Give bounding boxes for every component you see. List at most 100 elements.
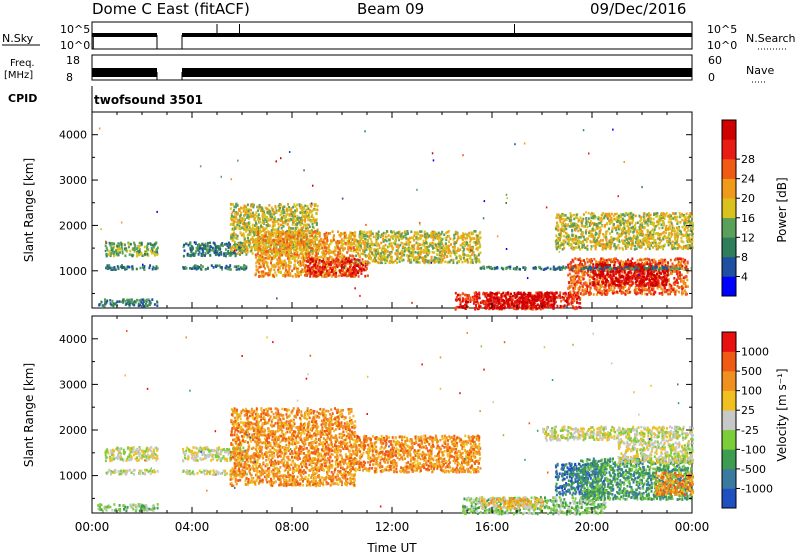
range-cell [274,234,277,238]
range-cell [595,293,598,296]
range-cell [228,252,230,255]
range-cell [131,267,134,271]
range-cell [207,245,210,248]
range-cell [133,248,136,252]
range-cell [300,239,303,242]
range-cell [156,266,159,270]
range-cell [253,218,256,221]
range-cell [296,269,299,272]
range-cell [314,258,317,262]
range-cell [244,248,247,251]
range-cell [362,267,365,271]
range-cell [279,206,282,210]
range-cell [239,231,242,234]
range-cell [182,254,185,258]
range-cell [277,204,280,208]
range-cell [126,249,129,252]
range-cell [402,245,405,249]
range-cell [144,302,147,306]
range-cell [247,215,250,218]
range-cell [293,229,296,233]
range-cell [261,214,264,218]
range-cell [403,253,406,257]
range-cell [378,254,381,257]
range-cell [233,220,236,223]
range-cell [443,256,446,259]
range-cell [251,227,254,231]
range-cell [457,235,460,239]
range-cell [314,230,317,233]
range-cell [255,256,257,259]
range-cell [444,242,447,245]
range-cell [350,249,353,252]
range-cell [266,261,269,265]
range-cell [251,223,254,227]
range-cell [290,261,293,264]
range-cell [129,242,132,246]
range-cell [436,248,439,252]
range-cell [280,227,283,230]
range-cell [324,273,327,277]
range-cell [112,304,115,308]
range-cell [287,245,290,249]
range-cell [286,251,288,254]
range-cell [266,235,269,239]
range-cell [279,252,282,256]
range-cell [311,260,314,263]
range-cell [300,209,303,213]
range-cell [296,222,299,225]
range-cell [273,222,276,226]
range-cell [112,302,115,305]
range-cell [210,264,213,267]
range-cell [307,214,310,217]
nave-label: Nave [746,64,774,77]
range-cell [234,248,237,251]
range-cell [505,301,508,305]
range-cell [122,299,125,302]
range-cell [327,252,330,255]
range-cell [201,247,204,251]
range-cell [229,207,232,210]
range-cell [270,229,273,232]
range-cell [286,244,289,247]
range-cell [131,303,134,306]
range-cell [493,304,496,308]
range-cell [306,240,309,243]
range-cell [339,250,342,254]
range-cell [412,253,415,257]
range-cell [264,239,267,242]
range-cell [242,234,245,238]
range-cell [259,248,262,251]
range-cell [217,247,220,251]
range-cell [453,233,456,237]
range-cell [284,262,287,266]
range-cell [252,240,255,244]
range-cell [337,230,339,234]
range-cell [448,234,450,238]
range-cell [277,248,280,252]
range-cell [187,243,190,247]
range-cell [321,270,324,274]
range-cell [277,222,280,226]
range-cell [306,269,309,273]
range-cell [238,209,241,212]
range-cell [285,247,288,250]
range-cell [254,219,257,223]
range-cell [661,261,664,264]
range-cell [311,222,314,226]
range-cell [311,213,314,217]
range-cell [298,221,301,224]
range-cell [308,253,311,257]
range-cell [270,231,273,235]
range-cell [318,244,320,248]
range-cell [257,213,260,216]
range-cell [549,296,552,299]
range-cell [124,254,127,258]
range-cell [500,296,503,300]
range-cell [346,274,349,278]
range-cell [263,248,266,251]
range-cell [319,255,322,259]
range-cell [280,209,283,213]
range-cell [311,252,314,256]
range-cell [246,245,249,248]
